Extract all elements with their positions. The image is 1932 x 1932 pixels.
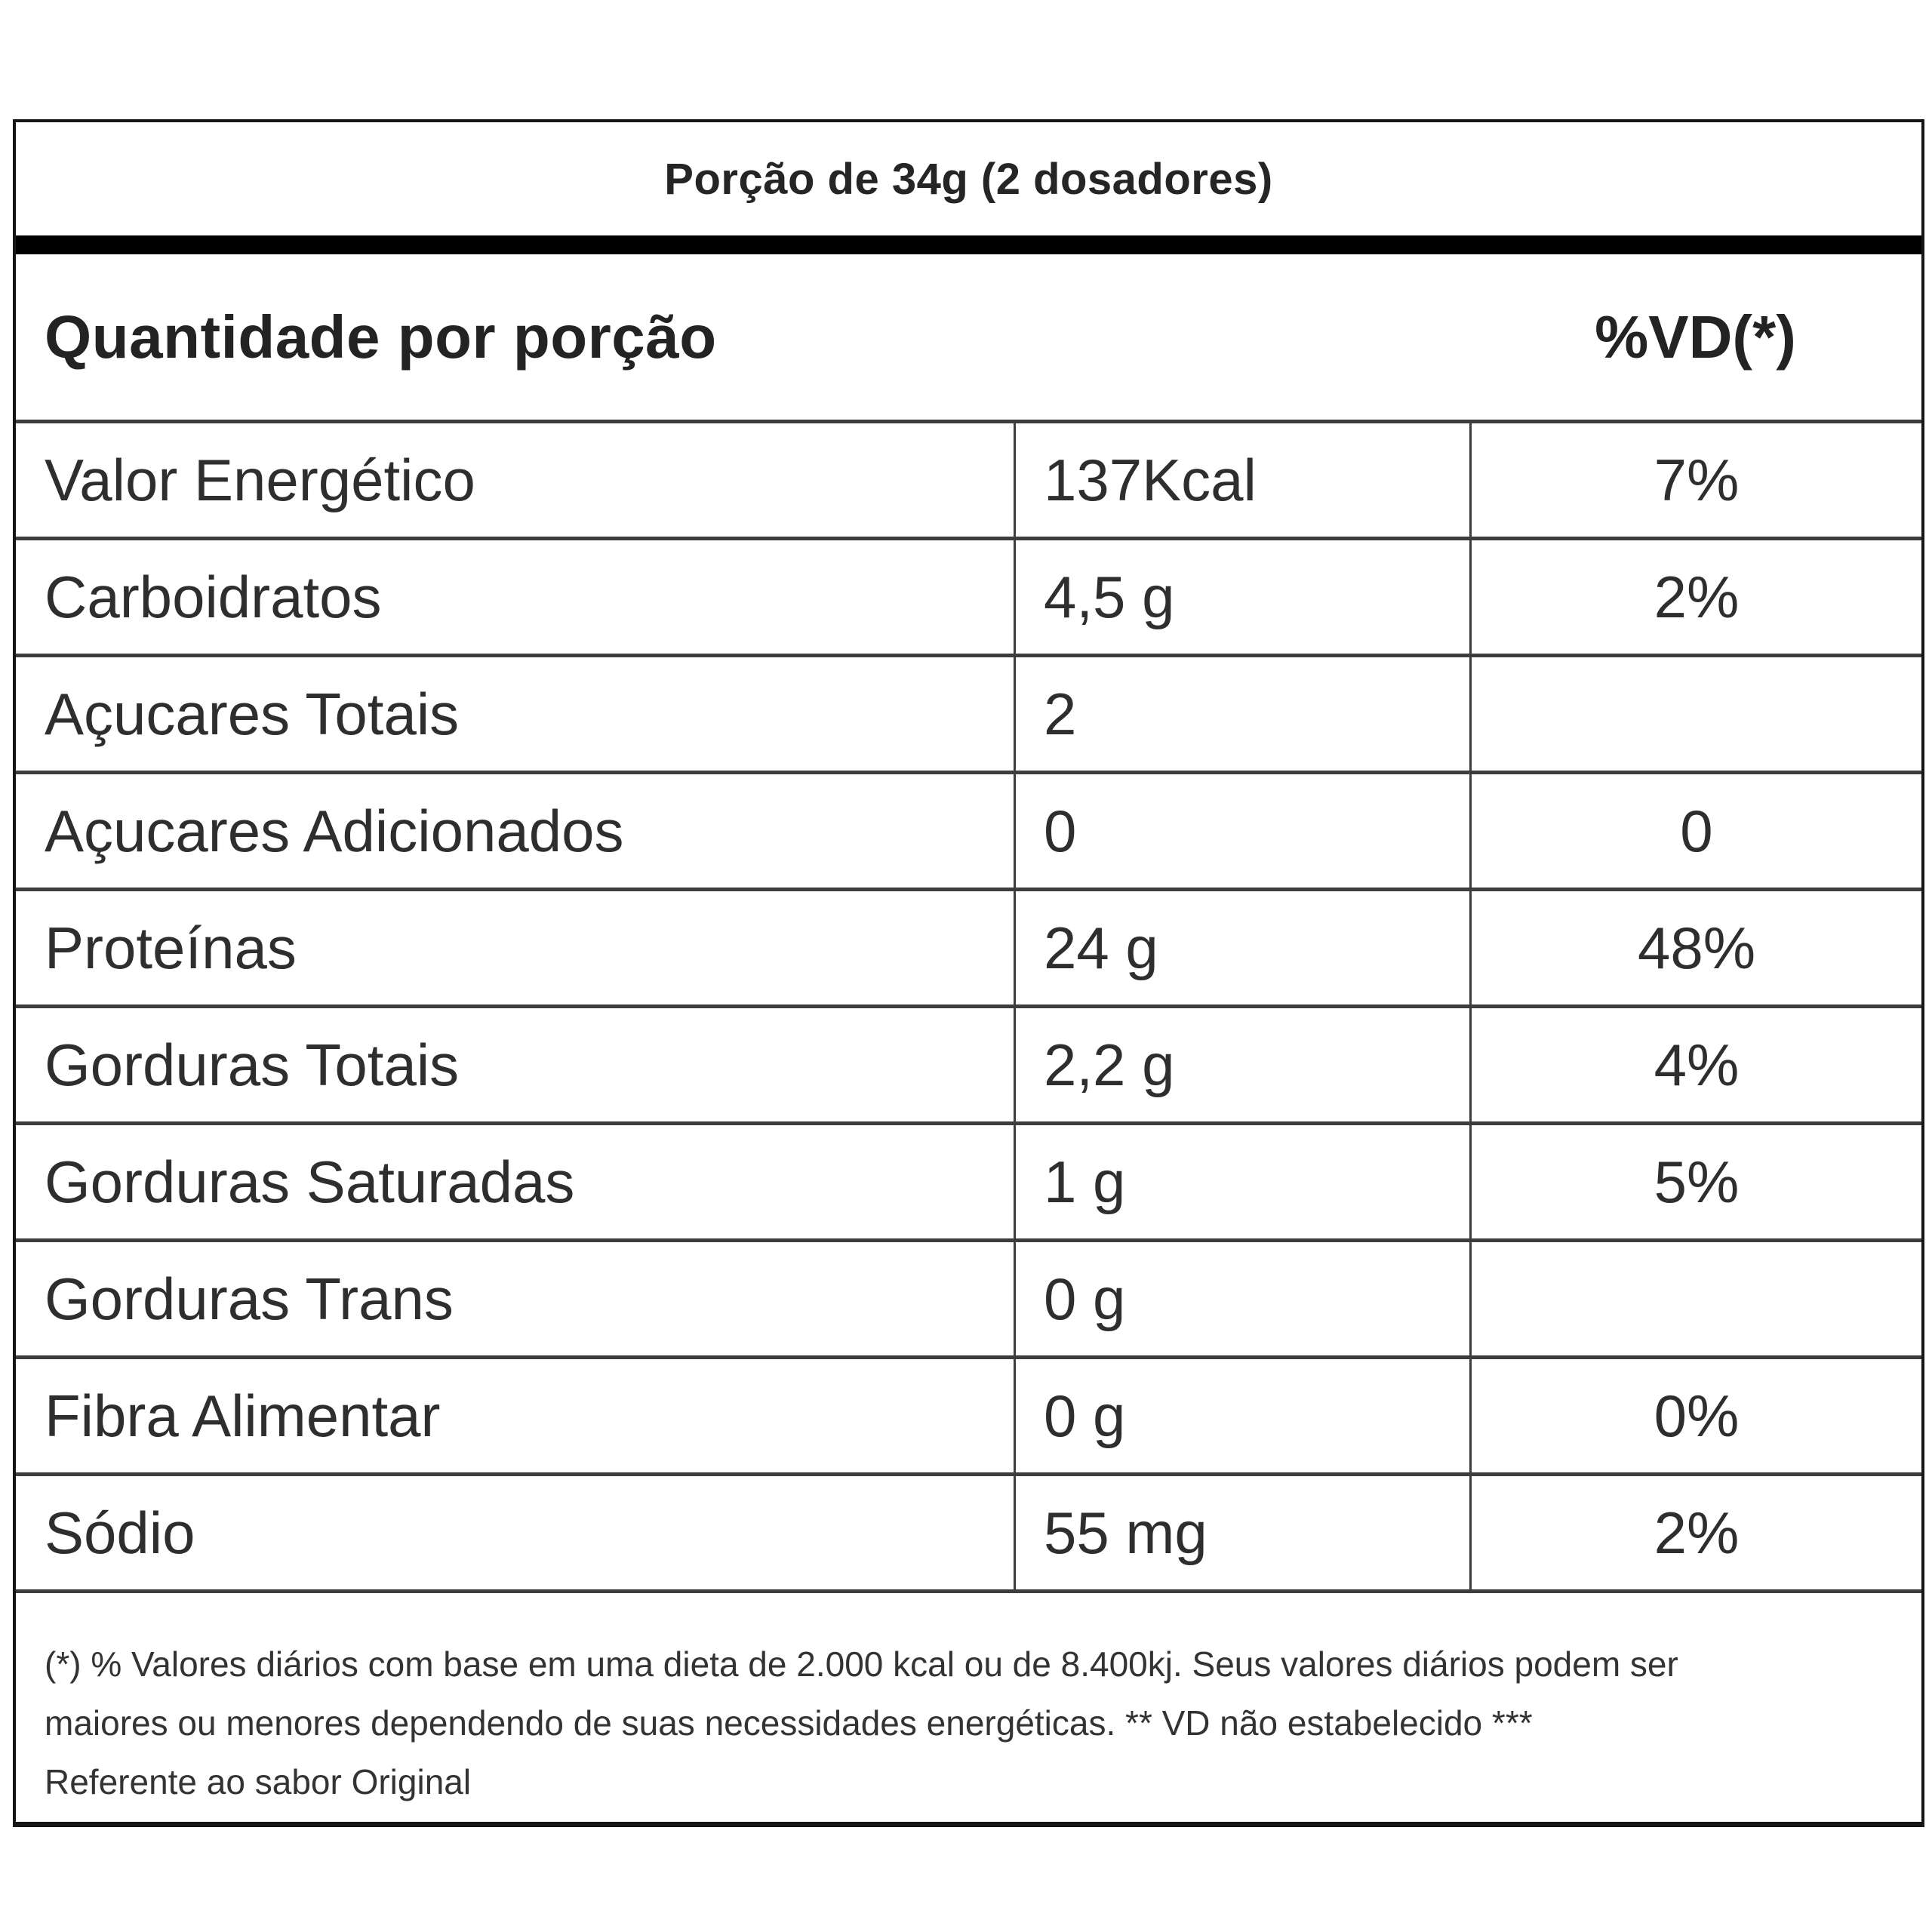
table-row-gorduras-trans: Gorduras Trans 0 g [16, 1242, 1921, 1359]
nutrient-name: Proteínas [45, 914, 297, 981]
daily-value-header: %VD(*) [1595, 303, 1796, 371]
nutrient-daily-value: 5% [1469, 1125, 1921, 1238]
nutrient-amount: 4,5 g [1014, 540, 1469, 654]
nutrient-amount: 24 g [1014, 891, 1469, 1004]
table-row-valor-energetico: Valor Energético 137Kcal 7% [16, 423, 1921, 540]
nutrient-amount: 0 [1014, 774, 1469, 888]
table-row-gorduras-saturadas: Gorduras Saturadas 1 g 5% [16, 1125, 1921, 1242]
nutrient-daily-value [1469, 1242, 1921, 1355]
serving-size-text: Porção de 34g (2 dosadores) [664, 154, 1273, 204]
footnote-line: maiores ou menores dependendo de suas ne… [45, 1703, 1533, 1743]
nutrient-name: Carboidratos [45, 563, 382, 630]
column-header-row: Quantidade por porção %VD(*) [16, 254, 1921, 423]
table-row-sodio: Sódio 55 mg 2% [16, 1476, 1921, 1593]
nutrition-facts-table: Porção de 34g (2 dosadores) Quantidade p… [13, 119, 1924, 1827]
nutrient-name: Açucares Totais [45, 680, 460, 747]
table-row-carboidratos: Carboidratos 4,5 g 2% [16, 540, 1921, 657]
nutrient-amount: 2,2 g [1014, 1008, 1469, 1121]
footnote-line: (*) % Valores diários com base em uma di… [45, 1644, 1678, 1684]
nutrient-daily-value: 2% [1469, 1476, 1921, 1589]
table-row-acucares-adicionados: Açucares Adicionados 0 0 [16, 774, 1921, 891]
nutrient-amount: 55 mg [1014, 1476, 1469, 1589]
table-row-fibra-alimentar: Fibra Alimentar 0 g 0% [16, 1359, 1921, 1476]
nutrient-daily-value: 2% [1469, 540, 1921, 654]
nutrient-amount: 137Kcal [1014, 423, 1469, 537]
nutrient-daily-value: 0% [1469, 1359, 1921, 1472]
nutrient-name: Gorduras Trans [45, 1265, 454, 1332]
nutrient-daily-value: 4% [1469, 1008, 1921, 1121]
nutrient-daily-value: 48% [1469, 891, 1921, 1004]
nutrient-name: Gorduras Totais [45, 1031, 460, 1098]
nutrient-amount: 0 g [1014, 1242, 1469, 1355]
nutrient-rows: Valor Energético 137Kcal 7% Carboidratos… [16, 423, 1921, 1593]
table-row-acucares-totais: Açucares Totais 2 [16, 657, 1921, 774]
quantity-per-serving-header: Quantidade por porção [45, 303, 717, 371]
table-row-gorduras-totais: Gorduras Totais 2,2 g 4% [16, 1008, 1921, 1125]
nutrient-name: Açucares Adicionados [45, 797, 624, 864]
daily-value-footnote: (*) % Valores diários com base em uma di… [16, 1593, 1921, 1822]
nutrient-amount: 2 [1014, 657, 1469, 771]
nutrient-name: Fibra Alimentar [45, 1382, 441, 1449]
nutrient-name: Gorduras Saturadas [45, 1148, 575, 1215]
nutrient-name: Valor Energético [45, 446, 475, 513]
header-separator-bar [16, 235, 1921, 254]
footnote-line: Referente ao sabor Original [45, 1762, 472, 1801]
nutrient-daily-value [1469, 657, 1921, 771]
nutrient-amount: 0 g [1014, 1359, 1469, 1472]
nutrient-name: Sódio [45, 1499, 195, 1566]
serving-size-row: Porção de 34g (2 dosadores) [16, 122, 1921, 235]
nutrient-daily-value: 0 [1469, 774, 1921, 888]
nutrient-daily-value: 7% [1469, 423, 1921, 537]
table-row-proteinas: Proteínas 24 g 48% [16, 891, 1921, 1008]
nutrient-amount: 1 g [1014, 1125, 1469, 1238]
